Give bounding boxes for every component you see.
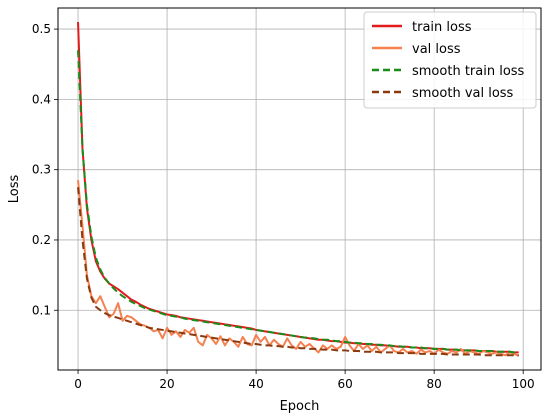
legend-label: smooth train loss [412,64,525,79]
series-line-smooth-val-loss [77,187,519,357]
legend-label: val loss [412,42,461,57]
x-tick-label: 0 [74,377,82,391]
legend: train loss val loss smooth train loss smoot… [363,11,537,109]
x-tick-label: 20 [159,377,174,391]
legend-box [363,11,537,109]
x-tick-label: 40 [248,377,263,391]
y-axis-label: Loss [7,175,22,204]
y-tick-label: 0.3 [32,163,51,177]
y-axis-ticks: 0.1 0.2 0.3 0.4 0.5 [32,22,58,317]
legend-label: train loss [412,20,472,35]
x-axis-ticks: 0 20 40 60 80 100 [74,370,535,391]
plot-frame [57,7,542,371]
series-line-val-loss [77,180,520,357]
legend-label: smooth val loss [412,86,514,101]
x-tick-label: 100 [512,377,535,391]
y-tick-label: 0.4 [32,92,51,106]
y-tick-label: 0.5 [32,22,51,36]
x-tick-label: 80 [427,377,442,391]
x-axis-label: Epoch [280,399,320,414]
plot-series [77,22,520,357]
x-tick-label: 60 [337,377,352,391]
y-tick-label: 0.2 [32,233,51,247]
y-tick-label: 0.1 [32,303,51,317]
series-line-smooth-train-loss [77,50,519,354]
